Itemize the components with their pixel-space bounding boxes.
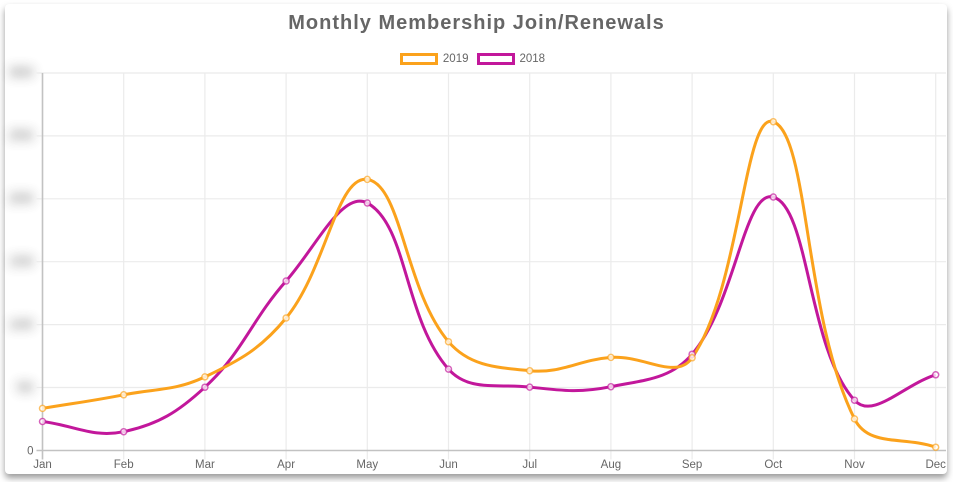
svg-text:Mar: Mar xyxy=(195,459,215,471)
svg-text:Oct: Oct xyxy=(764,459,783,471)
svg-text:Dec: Dec xyxy=(925,459,946,471)
svg-text:Nov: Nov xyxy=(844,459,865,471)
svg-text:Jul: Jul xyxy=(522,459,537,471)
svg-text:Aug: Aug xyxy=(601,459,621,471)
svg-text:May: May xyxy=(356,459,378,471)
svg-text:Apr: Apr xyxy=(277,459,295,471)
svg-text:0: 0 xyxy=(27,446,33,458)
svg-text:Jan: Jan xyxy=(33,459,52,471)
svg-text:Sep: Sep xyxy=(682,459,702,471)
svg-text:Feb: Feb xyxy=(114,459,134,471)
svg-text:Jun: Jun xyxy=(439,459,458,471)
